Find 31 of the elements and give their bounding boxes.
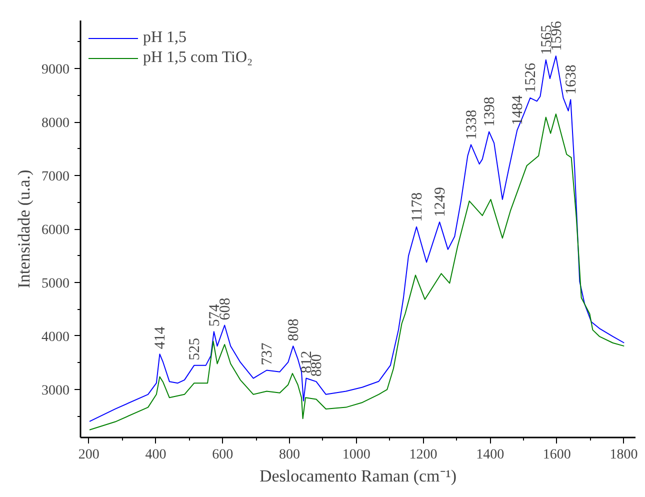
x-tick-label: 1800 — [610, 448, 638, 462]
annotation: 1338 — [464, 110, 480, 140]
x-tick-label: 1200 — [409, 448, 438, 462]
x-tick-label: 600 — [212, 448, 234, 462]
annotation: 1249 — [432, 187, 449, 218]
annotation: 414 — [152, 326, 169, 350]
x-tick-label: 1000 — [342, 448, 370, 462]
annotation: 1484 — [510, 94, 526, 126]
annotation: 525 — [187, 338, 204, 360]
legend-label: pH 1,5 com TiO₂ — [143, 49, 253, 67]
y-axis-title: Intensidade (u.a.) — [14, 170, 34, 288]
x-axis-title: Deslocamento Raman (cm⁻¹) — [259, 466, 457, 486]
y-tick-label: 5000 — [42, 276, 70, 292]
y-tick-label: 7000 — [42, 170, 70, 185]
legend-label: pH 1,5 — [143, 29, 187, 47]
y-tick-label: 8000 — [42, 116, 70, 132]
annotation: 808 — [286, 318, 302, 342]
annotation: 1526 — [523, 62, 540, 93]
y-tick-label: 3000 — [42, 383, 70, 398]
x-tick-label: 200 — [78, 448, 100, 462]
y-tick-label: 4000 — [42, 330, 70, 345]
x-tick-label: 800 — [278, 448, 300, 462]
y-tick-label: 6000 — [42, 223, 70, 238]
x-tick-label: 1400 — [476, 448, 504, 462]
x-tick-label: 400 — [145, 448, 166, 462]
annotation: 1178 — [410, 192, 426, 222]
annotation: 1398 — [482, 96, 498, 127]
x-tick-label: 1600 — [542, 448, 571, 462]
annotation: 1638 — [564, 64, 580, 95]
y-tick-label: 9000 — [42, 62, 70, 78]
annotation: 737 — [260, 342, 276, 366]
